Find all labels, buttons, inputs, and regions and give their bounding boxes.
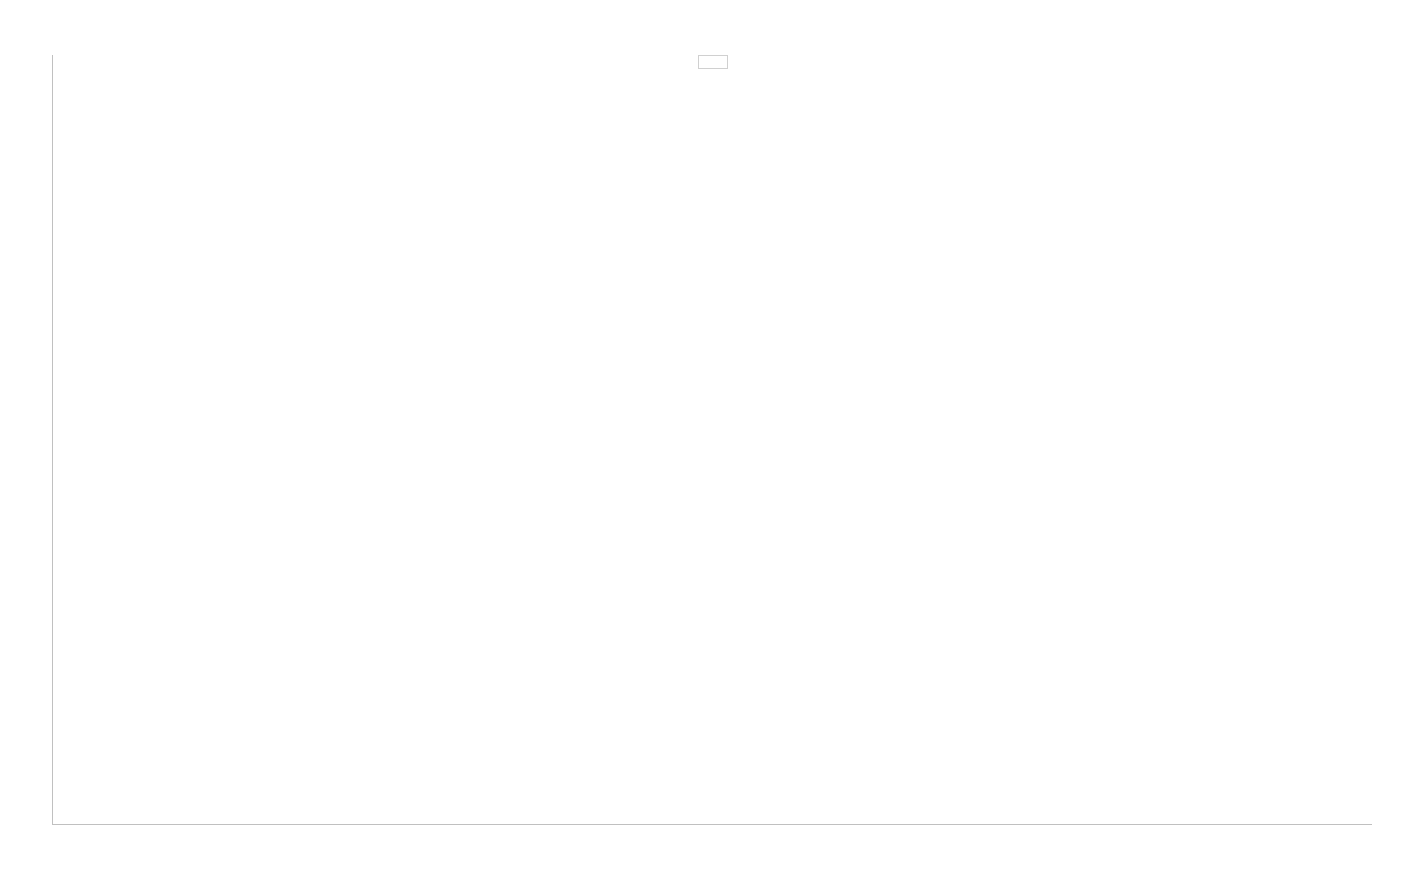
correlation-legend (698, 55, 728, 69)
scatter-chart (52, 55, 1372, 825)
plot-svg (53, 55, 1372, 824)
